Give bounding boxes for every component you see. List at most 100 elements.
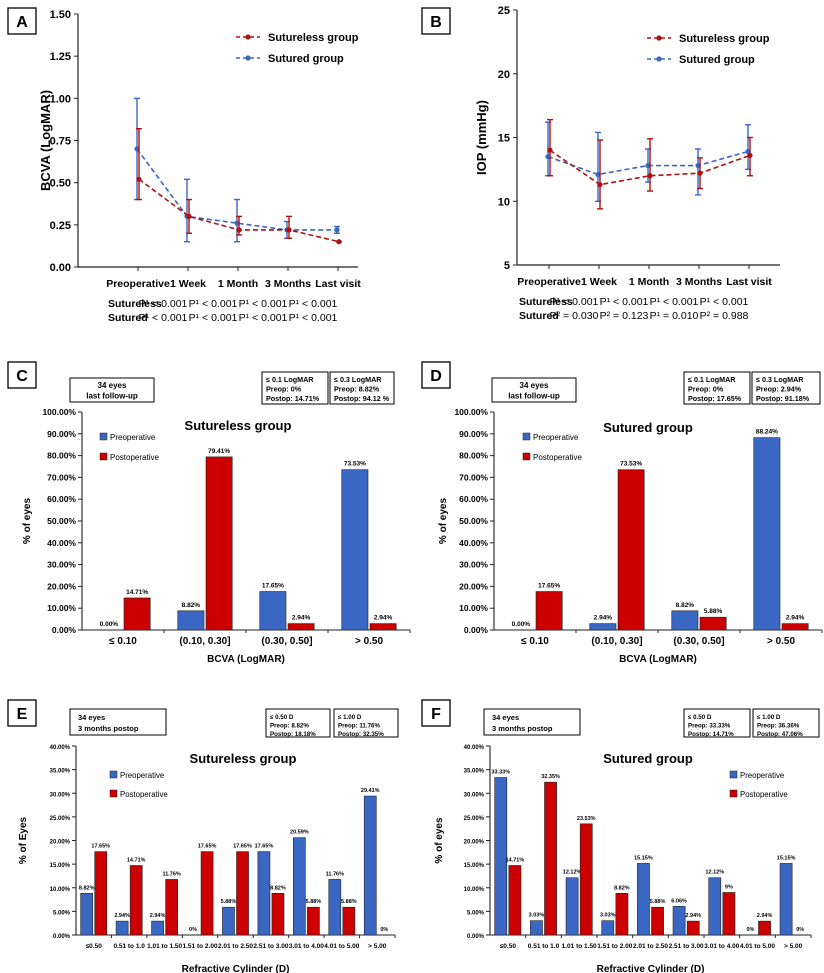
y-tick-label: 0.00%	[467, 934, 485, 940]
x-tick-label: ≤ 0.10	[521, 636, 549, 647]
bar-value-label: 2.94%	[114, 913, 130, 919]
stat-line: Postop: 94.12 %	[334, 394, 390, 403]
x-tick-label: 2.51 to 3.00	[253, 943, 288, 950]
x-tick-label: > 0.50	[355, 636, 384, 647]
data-point	[334, 227, 340, 233]
bar-value-label: 8.82%	[79, 885, 95, 891]
bar	[601, 920, 615, 936]
y-tick-label: 0.00%	[464, 625, 489, 635]
y-tick-label: 20.00%	[50, 840, 71, 846]
bar	[123, 597, 151, 631]
stat-line: Postop: 47.06%	[757, 731, 803, 738]
bar-value-label: 33.33%	[491, 770, 510, 776]
bar-value-label: 29.41%	[361, 788, 380, 794]
x-tick-label: 1 Week	[581, 276, 617, 288]
info-box	[69, 708, 167, 736]
bar	[363, 795, 377, 936]
x-tick-label: 1 Month	[629, 276, 669, 288]
pvalue-row-label: Sutureless	[108, 298, 162, 310]
data-point	[236, 227, 242, 233]
stat-line: Preop: 0%	[688, 385, 724, 394]
bar-value-label: 2.94%	[594, 615, 613, 622]
legend-label: Sutured group	[268, 53, 344, 65]
x-tick-label: > 5.00	[784, 943, 803, 950]
y-tick-label: 100.00%	[454, 407, 488, 417]
x-tick-label: 1.01 to 1.50	[147, 943, 182, 950]
y-tick-label: 40.00%	[459, 538, 488, 548]
bar-value-label: 88.24%	[756, 429, 778, 436]
stat-box	[265, 708, 331, 738]
x-tick-label: (0.30, 0.50]	[673, 636, 724, 647]
y-tick-label: 80.00%	[459, 451, 488, 461]
bar-value-label: 0%	[796, 927, 804, 933]
bar-value-label: 8.82%	[676, 602, 695, 609]
x-tick-label: 1 Month	[218, 278, 258, 290]
x-axis-label: BCVA (LogMAR)	[619, 654, 697, 665]
bar-value-label: 5.88%	[306, 899, 322, 905]
data-point	[597, 182, 603, 188]
data-point	[286, 227, 292, 233]
y-tick-label: 1.25	[50, 51, 71, 63]
stat-line: ≤ 0.3 LogMAR	[334, 375, 382, 384]
x-tick-label: > 0.50	[767, 636, 796, 647]
y-tick-label: 0.75	[50, 136, 71, 148]
legend-label: Sutured group	[679, 54, 755, 66]
pvalue: P¹ < 0.001	[289, 312, 338, 324]
bar-value-label: 73.53%	[344, 461, 366, 468]
info-eyes: 34 eyes	[492, 713, 519, 722]
y-axis-label: BCVA (LogMAR)	[38, 90, 53, 191]
pvalue: P¹ < 0.001	[600, 296, 649, 308]
x-tick-label: 4.01 to 5.00	[324, 943, 359, 950]
y-tick-label: 25.00%	[50, 816, 71, 822]
legend-label: Postoperative	[120, 790, 168, 799]
bar-value-label: 5.88%	[650, 899, 666, 905]
bar	[671, 610, 699, 631]
pvalue: P¹ < 0.001	[239, 312, 288, 324]
y-axis-label: % of eyes	[438, 497, 449, 544]
bar	[200, 851, 214, 936]
stat-line: ≤ 0.50 D	[688, 714, 712, 721]
pvalue: P¹ = 0.010	[650, 310, 699, 322]
y-tick-label: 15.00%	[50, 863, 71, 869]
bar-value-label: 12.12%	[705, 870, 724, 876]
x-tick-label: (0.10, 0.30]	[179, 636, 230, 647]
bar-value-label: 8.82%	[182, 602, 201, 609]
bar-value-label: 8.82%	[614, 885, 630, 891]
x-tick-label: 3 Months	[676, 276, 722, 288]
y-tick-label: 25	[498, 5, 510, 17]
bar	[758, 920, 771, 936]
bar-value-label: 17.65%	[538, 583, 560, 590]
y-tick-label: 90.00%	[47, 429, 76, 439]
x-tick-label: 3 Months	[265, 278, 311, 290]
bar	[579, 823, 593, 936]
pvalue: P¹ < 0.001	[139, 298, 188, 310]
y-tick-label: 30.00%	[47, 560, 76, 570]
bar	[508, 865, 522, 936]
y-axis-label: % of Eyes	[18, 816, 29, 864]
bar	[341, 469, 369, 631]
stat-line: Preop: 11.76%	[338, 723, 380, 730]
stat-line: Postop: 14.71%	[688, 731, 734, 738]
y-tick-label: 0.00%	[52, 625, 77, 635]
bar	[94, 851, 108, 936]
bar-value-label: 12.12%	[563, 870, 582, 876]
y-tick-label: 0.00	[50, 262, 71, 274]
stat-line: Postop: 32.35%	[338, 731, 384, 738]
bar	[129, 865, 143, 936]
stat-line: ≤ 1.00 D	[338, 714, 362, 721]
pvalue: P¹ < 0.001	[189, 312, 238, 324]
bar-value-label: 2.94%	[374, 615, 393, 622]
legend-label: Preoperative	[533, 433, 579, 442]
x-tick-label: 0.51 to 1.0	[528, 943, 560, 950]
stat-box	[683, 371, 751, 405]
x-tick-label: 1.51 to 2.00	[597, 943, 632, 950]
y-tick-label: 40.00%	[50, 745, 71, 751]
stat-line: ≤ 0.3 LogMAR	[756, 375, 804, 384]
legend-label: Postoperative	[533, 453, 582, 462]
y-tick-label: 50.00%	[459, 516, 488, 526]
chart-title: Sutured group	[603, 420, 693, 435]
y-tick-label: 60.00%	[459, 494, 488, 504]
bar	[293, 837, 306, 936]
x-axis-label: BCVA (LogMAR)	[207, 654, 285, 665]
